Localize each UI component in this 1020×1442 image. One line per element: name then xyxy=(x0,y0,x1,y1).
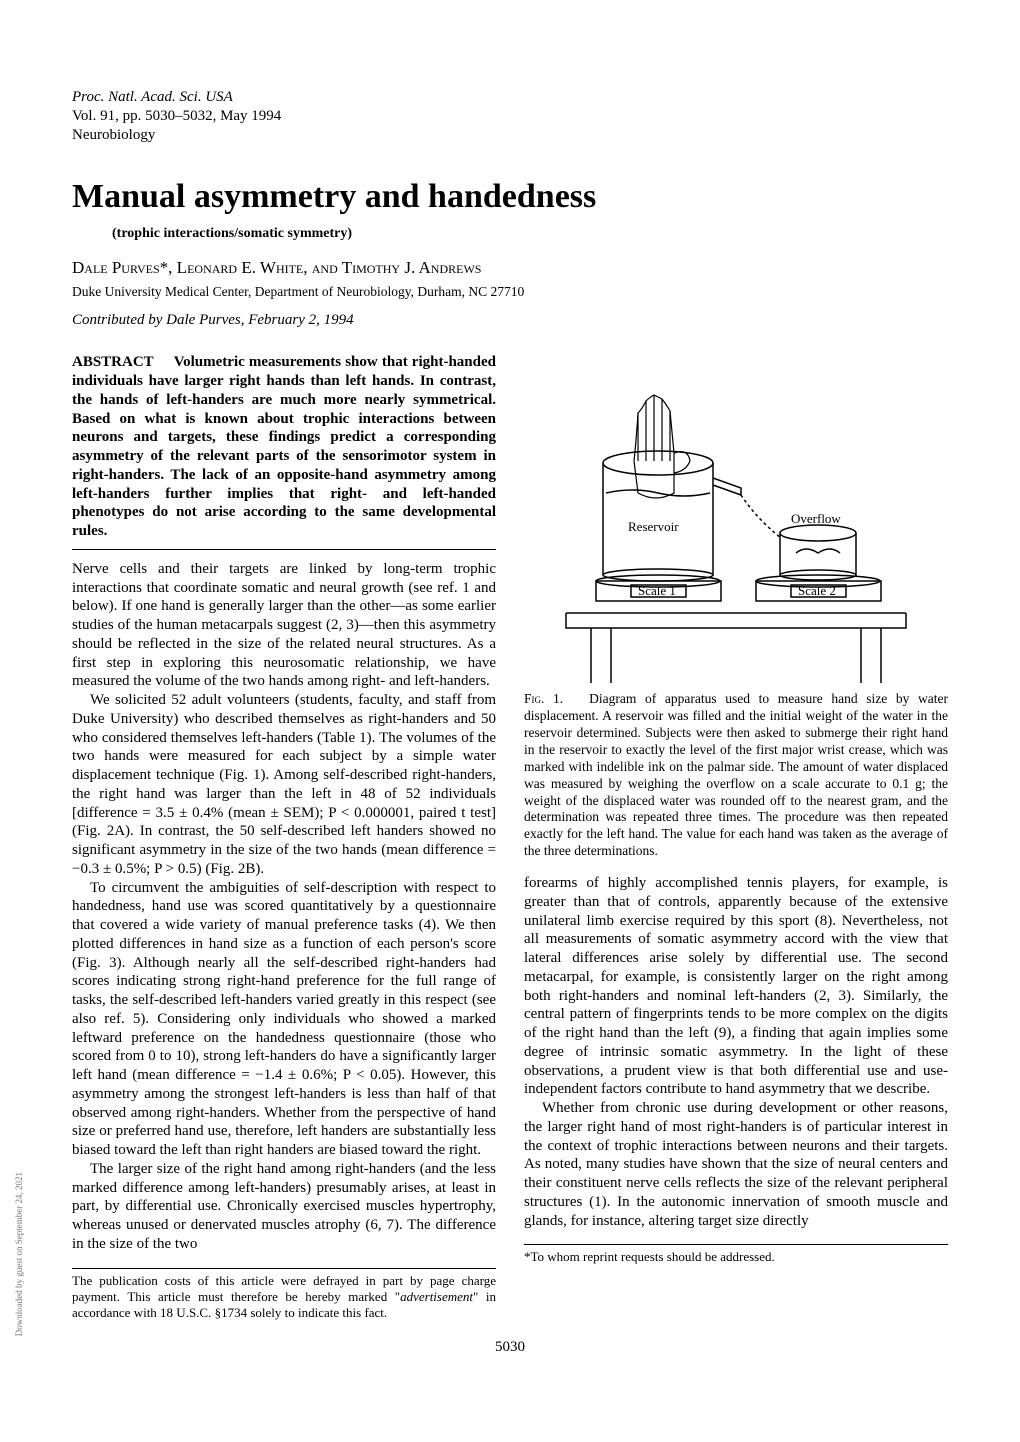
figure-label: Fig. 1. xyxy=(524,691,563,706)
journal-header: Proc. Natl. Acad. Sci. USA Vol. 91, pp. … xyxy=(72,88,948,144)
affiliation: Duke University Medical Center, Departme… xyxy=(72,284,948,300)
figure-1: Reservoir Overflow Scale 1 Scale 2 Fig. … xyxy=(524,353,948,860)
contributed-line: Contributed by Dale Purves, February 2, … xyxy=(72,312,948,329)
paragraph: Nerve cells and their targets are linked… xyxy=(72,560,496,691)
page: Downloaded by guest on September 24, 202… xyxy=(0,0,1020,1396)
label-scale2: Scale 2 xyxy=(798,583,836,598)
article-title: Manual asymmetry and handedness xyxy=(72,178,948,216)
footnote-text: The publication costs of this article we… xyxy=(72,1273,496,1321)
left-footnote: The publication costs of this article we… xyxy=(72,1273,496,1322)
paragraph: forearms of highly accomplished tennis p… xyxy=(524,874,948,1099)
authors: Dale Purves*, Leonard E. White, and Timo… xyxy=(72,258,948,278)
download-note: Downloaded by guest on September 24, 202… xyxy=(14,1172,24,1336)
journal-name: Proc. Natl. Acad. Sci. USA xyxy=(72,88,948,107)
abstract: ABSTRACTVolumetric measurements show tha… xyxy=(72,353,496,541)
right-footnote: *To whom reprint requests should be addr… xyxy=(524,1249,948,1265)
volume-line: Vol. 91, pp. 5030–5032, May 1994 xyxy=(72,107,948,126)
right-body: forearms of highly accomplished tennis p… xyxy=(524,874,948,1230)
figure-1-svg: Reservoir Overflow Scale 1 Scale 2 xyxy=(556,353,916,683)
label-reservoir: Reservoir xyxy=(628,519,679,534)
paragraph: Whether from chronic use during developm… xyxy=(524,1099,948,1230)
paragraph: To circumvent the ambiguities of self-de… xyxy=(72,879,496,1160)
two-column-layout: ABSTRACTVolumetric measurements show tha… xyxy=(72,353,948,1321)
footnote-rule xyxy=(524,1244,948,1245)
page-number: 5030 xyxy=(72,1339,948,1356)
right-column: Reservoir Overflow Scale 1 Scale 2 Fig. … xyxy=(524,353,948,1321)
figure-caption-text: Diagram of apparatus used to measure han… xyxy=(524,691,948,858)
left-body: Nerve cells and their targets are linked… xyxy=(72,560,496,1254)
paragraph: We solicited 52 adult volunteers (studen… xyxy=(72,691,496,879)
abstract-label: ABSTRACT xyxy=(72,354,154,370)
label-overflow: Overflow xyxy=(791,511,841,526)
footnote-rule xyxy=(72,1268,496,1269)
paragraph: The larger size of the right hand among … xyxy=(72,1160,496,1254)
label-scale1: Scale 1 xyxy=(638,583,676,598)
figure-1-caption: Fig. 1. Diagram of apparatus used to mea… xyxy=(524,691,948,860)
section-name: Neurobiology xyxy=(72,126,948,145)
abstract-text: Volumetric measurements show that right-… xyxy=(72,354,496,539)
left-column: ABSTRACTVolumetric measurements show tha… xyxy=(72,353,496,1321)
abstract-rule xyxy=(72,549,496,550)
article-subtitle: (trophic interactions/somatic symmetry) xyxy=(112,226,948,242)
